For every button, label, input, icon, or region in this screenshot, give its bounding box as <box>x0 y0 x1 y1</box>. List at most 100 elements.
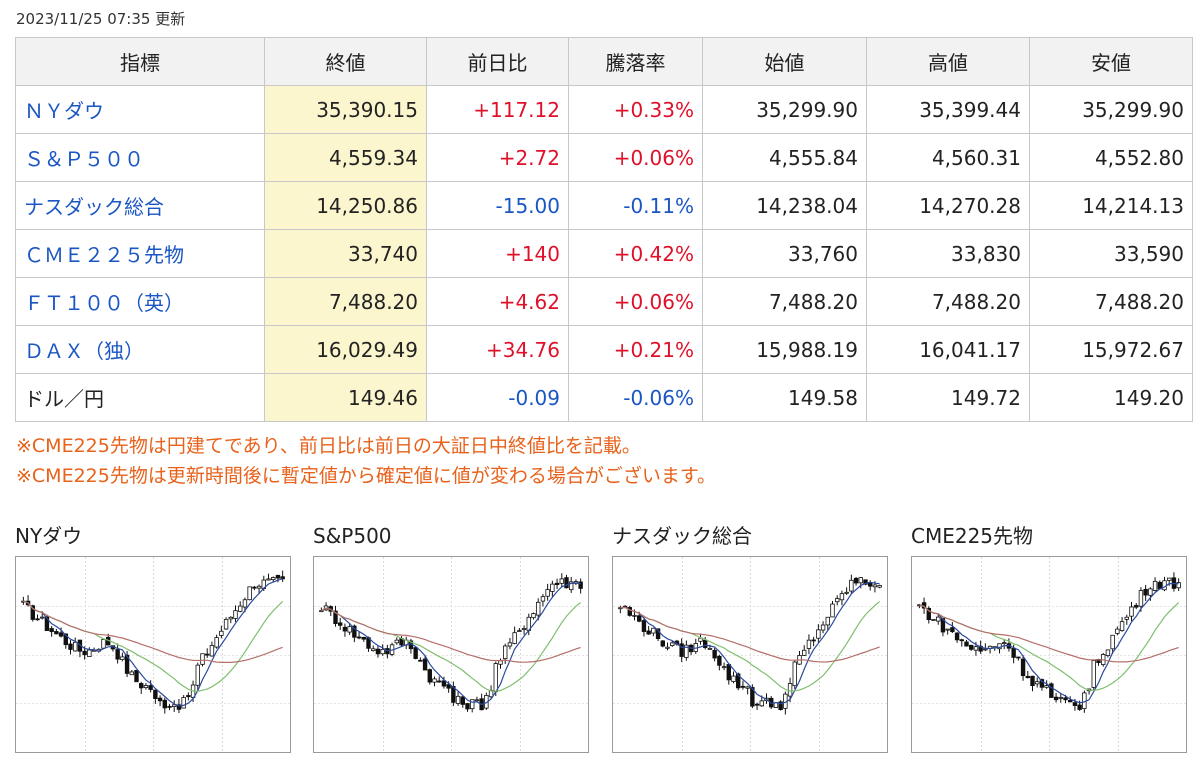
header-high: 高値 <box>866 37 1030 86</box>
row-open: 35,299.90 <box>702 85 867 134</box>
candle-body <box>432 678 437 683</box>
chart-card[interactable]: ナスダック総合 <box>612 523 888 753</box>
row-change-rate: -0.11% <box>568 181 703 230</box>
table-header-row: 指標 終値 前日比 騰落率 始値 高値 安値 <box>15 37 1193 86</box>
index-link[interactable]: Ｓ＆Ｐ５００ <box>24 147 144 171</box>
candle-body <box>172 704 177 707</box>
candle-body <box>247 586 252 601</box>
index-link[interactable]: ＦＴ１００（英） <box>24 291 184 315</box>
chart-title: NYダウ <box>15 524 83 548</box>
candle-body <box>853 577 859 584</box>
candlestick-chart <box>613 557 887 752</box>
candle-body <box>256 585 262 589</box>
candle-body <box>1148 588 1153 596</box>
note-line: ※CME225先物は円建てであり、前日比は前日の大証日中終値比を記載。 <box>16 435 641 457</box>
candle-body <box>507 642 513 647</box>
candle-body <box>371 648 376 651</box>
row-change-rate: +0.06% <box>568 277 703 326</box>
candle-body <box>825 616 830 626</box>
candle-body <box>228 616 233 620</box>
candle-body <box>863 579 868 585</box>
chart-card[interactable]: S&P500 <box>313 523 589 753</box>
header-open: 始値 <box>702 37 867 86</box>
candle-body <box>707 648 713 650</box>
candle-body <box>950 627 955 633</box>
candle-body <box>82 650 87 656</box>
candle-body <box>726 664 731 681</box>
index-link[interactable]: ナスダック総合 <box>24 195 164 219</box>
chart-card[interactable]: NYダウ <box>15 523 291 753</box>
candle-body <box>40 616 45 619</box>
candle-body <box>30 605 35 620</box>
candle-body <box>641 620 647 632</box>
candle-body <box>347 626 352 633</box>
index-link[interactable]: ＤＡＸ（独） <box>24 339 144 363</box>
row-name-cell: ドル／円 <box>15 373 265 422</box>
row-open: 149.58 <box>702 373 867 422</box>
candle-body <box>632 614 637 617</box>
index-link[interactable]: ＮＹダウ <box>24 99 104 123</box>
index-link[interactable]: ＣＭＥ２２５先物 <box>24 243 184 267</box>
chart-thumbnail[interactable] <box>612 556 888 753</box>
candle-body <box>717 655 722 666</box>
table-row: ＣＭＥ２２５先物 33,740 +140 +0.42% 33,760 33,830 33,5… <box>15 229 1193 278</box>
candle-body <box>1119 621 1125 631</box>
candle-body <box>1134 605 1139 608</box>
candle-body <box>973 646 979 651</box>
candle-body <box>181 697 186 709</box>
table-row: ＤＡＸ（独） 16,029.49 +34.76 +0.21% 15,988.19 16,0… <box>15 325 1193 374</box>
candle-body <box>380 649 385 655</box>
candle-body <box>242 599 248 608</box>
row-change-rate: -0.06% <box>568 373 703 422</box>
table-row: ナスダック総合 14,250.86 -15.00 -0.11% 14,238.04 14,… <box>15 181 1193 230</box>
candle-body <box>839 593 845 601</box>
chart-title: ナスダック総合 <box>612 524 752 548</box>
candle-body <box>139 683 144 689</box>
candlestick-chart <box>314 557 588 752</box>
candle-body <box>1039 679 1045 688</box>
candle-body <box>361 637 366 640</box>
notes: ※CME225先物は円建てであり、前日比は前日の大証日中終値比を記載。 ※CME… <box>16 431 716 491</box>
candle-body <box>569 581 574 591</box>
candle-body <box>1044 685 1049 688</box>
moving-average-short <box>919 582 1179 704</box>
row-low: 7,488.20 <box>1029 277 1193 326</box>
moving-average-short <box>23 578 283 707</box>
candle-body <box>266 578 271 581</box>
chart-thumbnail[interactable] <box>911 556 1187 753</box>
candle-body <box>455 695 461 704</box>
candle-body <box>1035 681 1040 685</box>
candle-body <box>536 601 541 616</box>
candle-body <box>545 589 550 597</box>
candle-body <box>1110 634 1115 650</box>
candle-body <box>721 666 727 669</box>
candle-body <box>1138 590 1144 607</box>
candle-body <box>618 607 623 610</box>
candle-body <box>540 596 546 602</box>
candle-body <box>627 607 632 616</box>
candle-body <box>101 639 106 649</box>
chart-title: S&P500 <box>313 524 392 548</box>
candle-body <box>1016 656 1021 659</box>
candle-body <box>964 641 969 647</box>
row-name-cell: ＮＹダウ <box>15 85 265 134</box>
row-low: 15,972.67 <box>1029 325 1193 374</box>
moving-average-short <box>620 581 880 705</box>
row-change: +117.12 <box>426 85 569 134</box>
candle-body <box>275 574 281 579</box>
candle-body <box>792 661 797 687</box>
candle-body <box>778 701 783 711</box>
candle-body <box>830 603 835 618</box>
candle-body <box>441 680 447 687</box>
chart-thumbnail[interactable] <box>15 556 291 753</box>
moving-average-long <box>620 606 880 663</box>
candle-body <box>176 704 182 710</box>
candle-body <box>205 653 210 656</box>
row-name-cell: ＣＭＥ２２５先物 <box>15 229 265 278</box>
chart-thumbnail[interactable] <box>313 556 589 753</box>
row-low: 14,214.13 <box>1029 181 1193 230</box>
chart-card[interactable]: CME225先物 <box>911 523 1187 753</box>
row-close: 149.46 <box>264 373 427 422</box>
row-change-rate: +0.42% <box>568 229 703 278</box>
row-open: 15,988.19 <box>702 325 867 374</box>
